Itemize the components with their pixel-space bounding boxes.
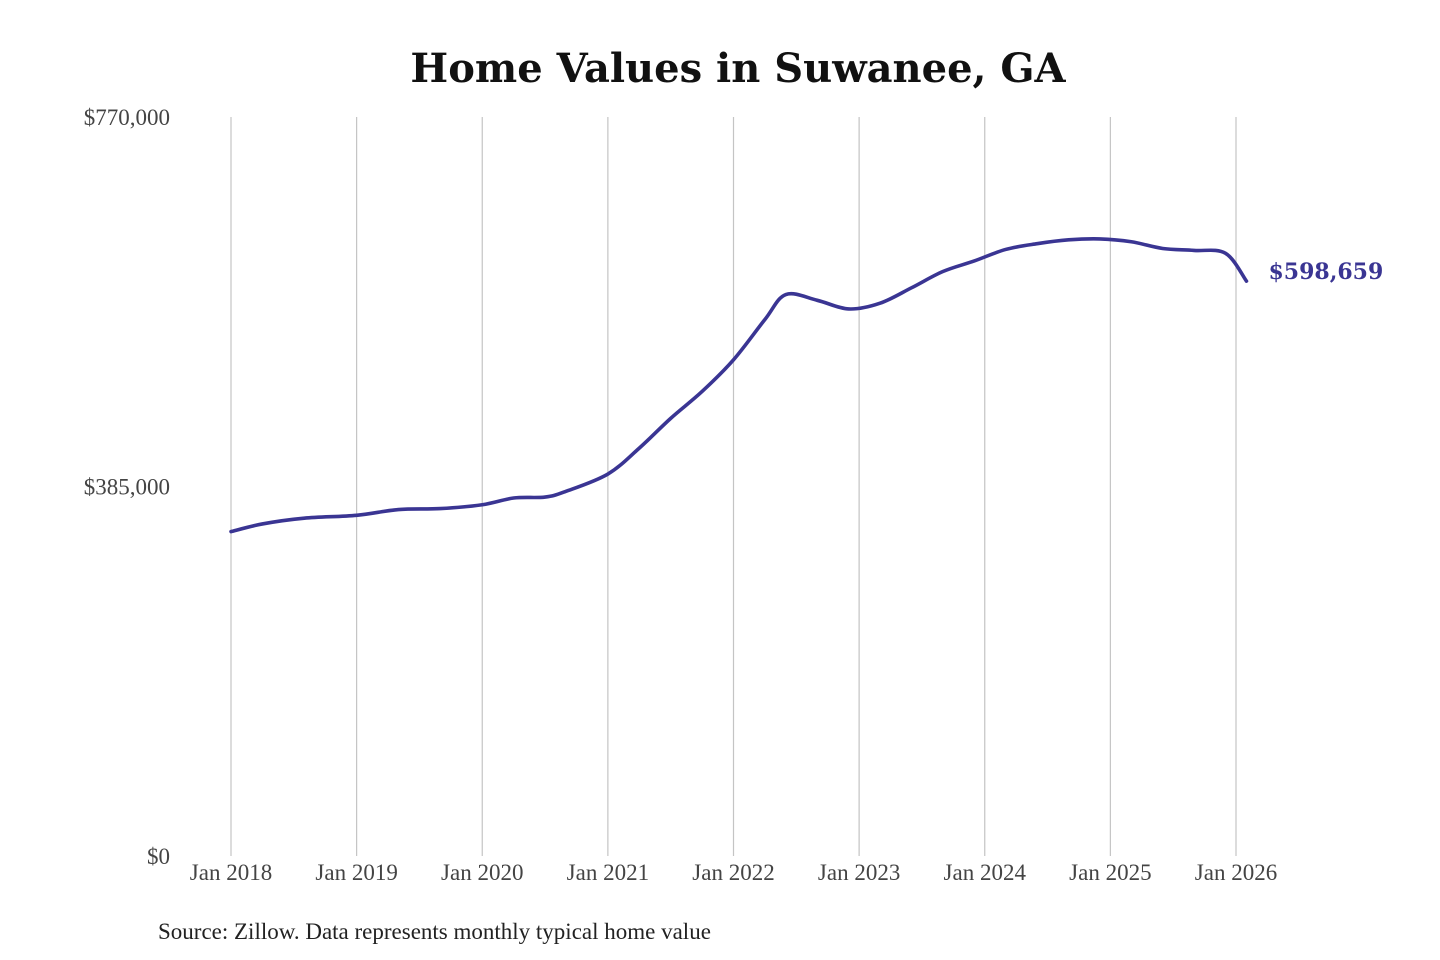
x-tick-label: Jan 2026 (1195, 860, 1277, 885)
x-tick-label: Jan 2020 (441, 860, 523, 885)
y-tick-label: $0 (147, 844, 170, 869)
x-tick-label: Jan 2018 (190, 860, 272, 885)
y-axis-tick-labels: $0 $385,000 $770,000 (84, 105, 170, 869)
x-tick-label: Jan 2025 (1069, 860, 1151, 885)
y-tick-label: $385,000 (84, 475, 170, 500)
series-end-value-label: $598,659 (1268, 259, 1383, 285)
x-axis-tick-labels: Jan 2018 Jan 2019 Jan 2020 Jan 2021 Jan 2022… (190, 860, 1277, 885)
x-tick-label: Jan 2022 (692, 860, 774, 885)
series-layer: $598,659 (229, 236, 1383, 534)
source-note: Source: Zillow. Data represents monthly … (158, 919, 711, 944)
x-tick-label: Jan 2023 (818, 860, 900, 885)
x-tick-label: Jan 2021 (567, 860, 649, 885)
y-tick-label: $770,000 (84, 105, 170, 130)
chart-title: Home Values in Suwanee, GA (410, 45, 1066, 92)
x-tick-label: Jan 2019 (315, 860, 397, 885)
series-line (229, 236, 1249, 534)
x-tick-label: Jan 2024 (944, 860, 1027, 885)
vertical-gridlines (230, 117, 1237, 856)
